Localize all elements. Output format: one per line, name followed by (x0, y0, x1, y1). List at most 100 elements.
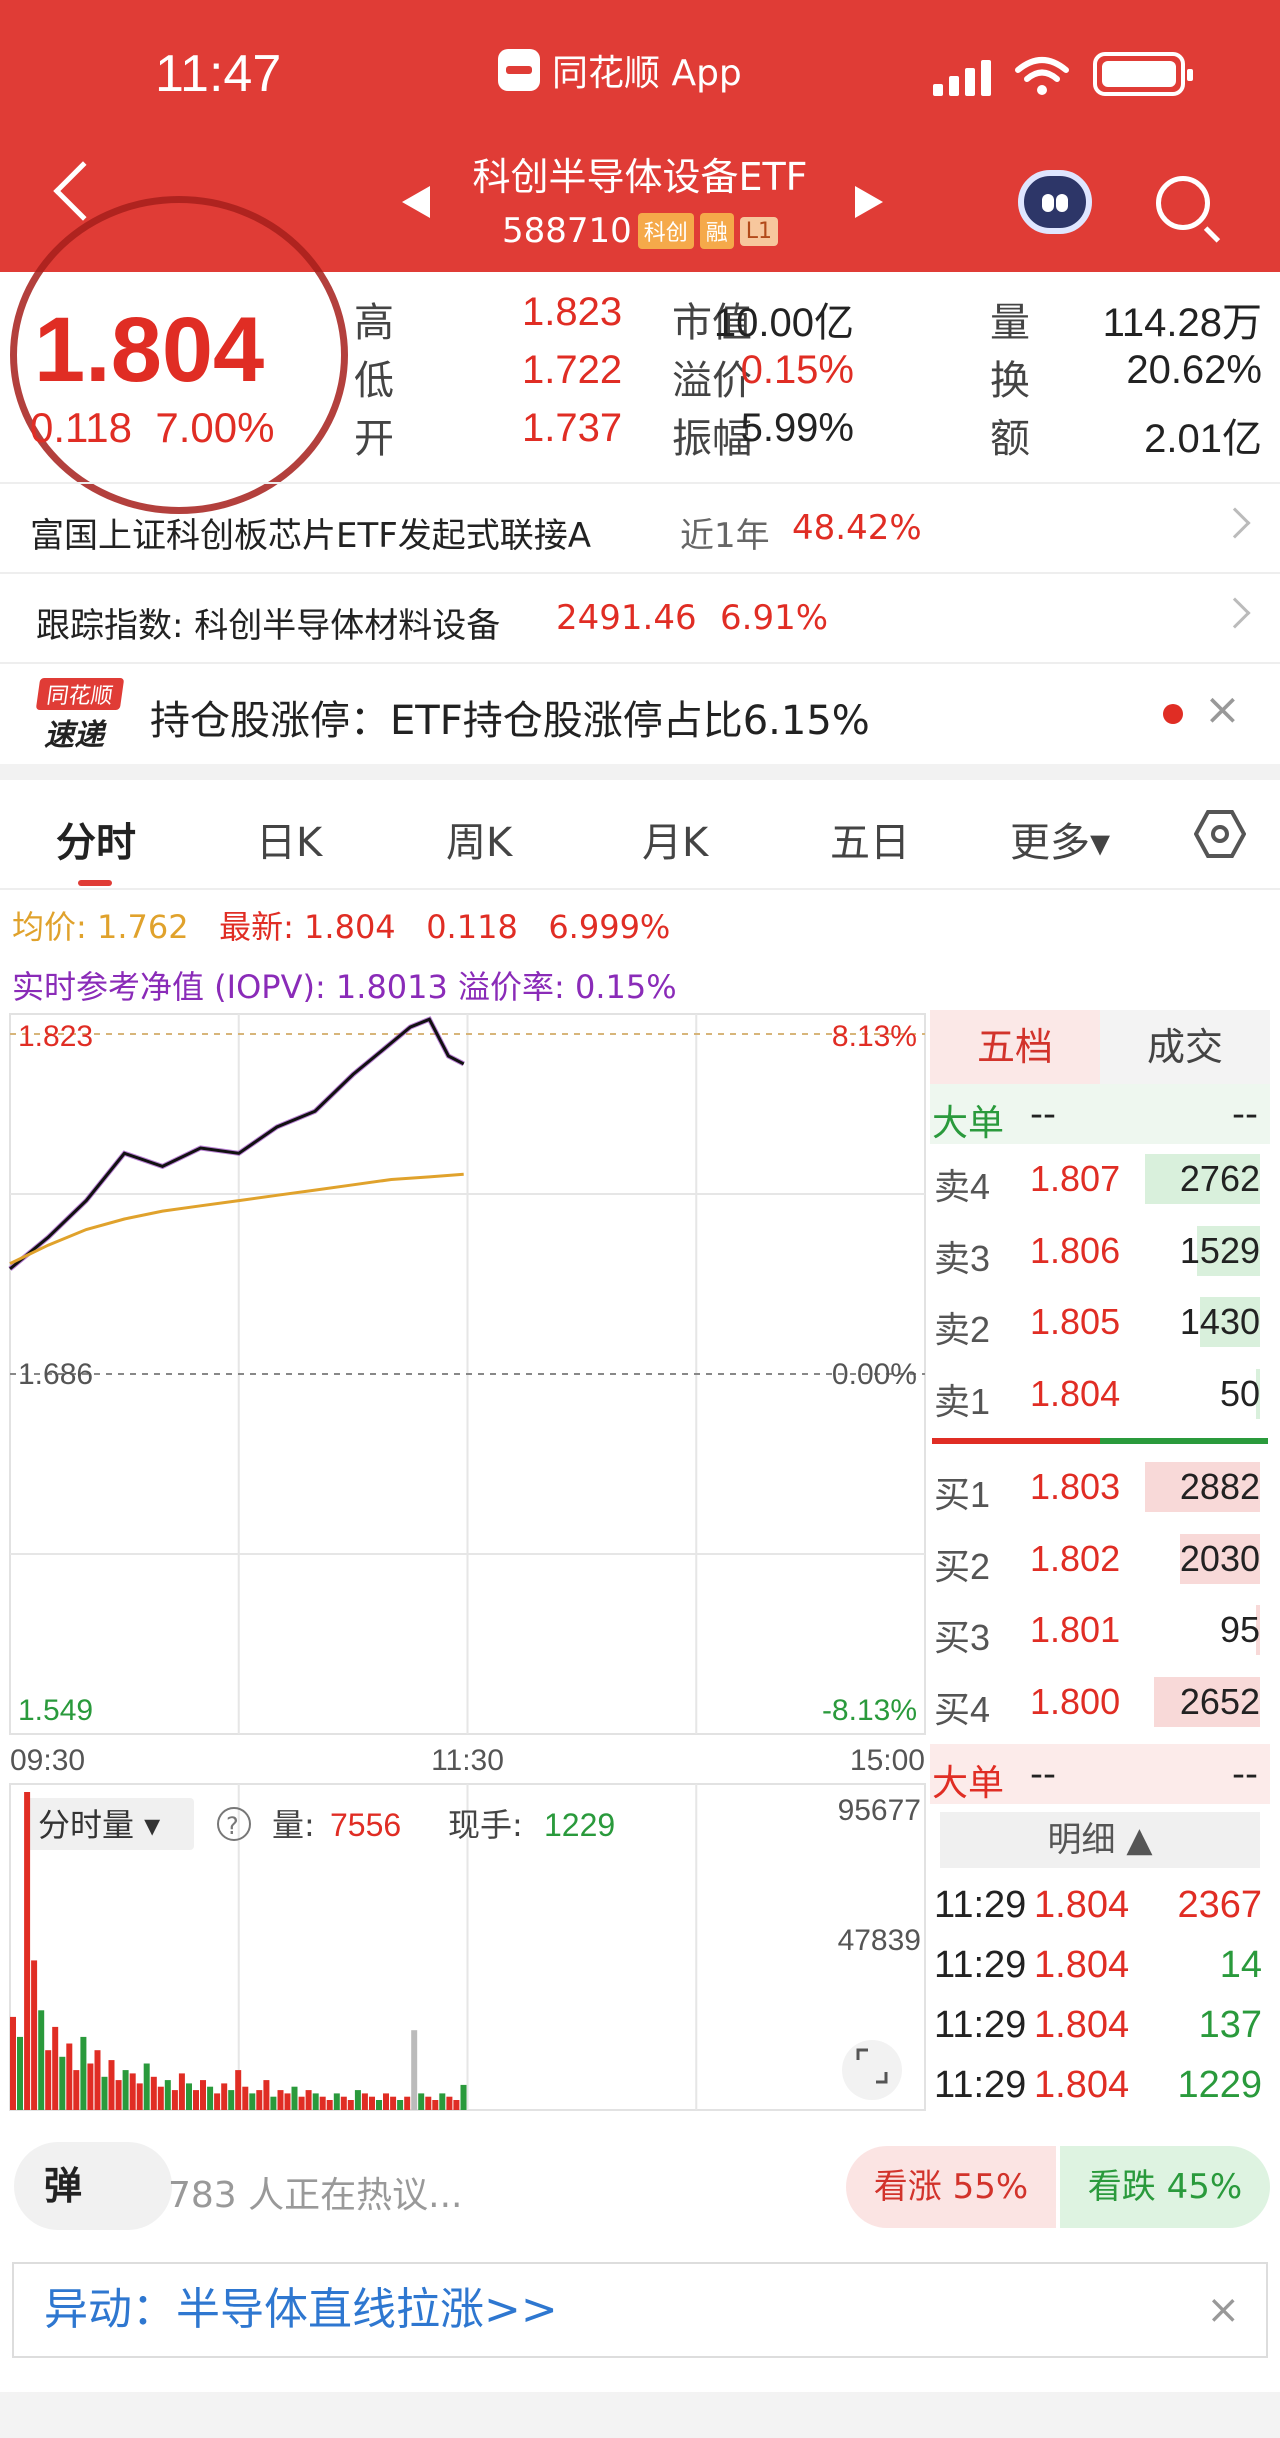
chart-settings-icon[interactable] (1194, 808, 1246, 860)
linked-fund-row[interactable]: 富国上证科创板芯片ETF发起式联接A 近1年 48.42% (0, 482, 1280, 570)
volume-bar (397, 2100, 404, 2110)
avg-price-line (9, 1172, 464, 1265)
order-book-tabs: 五档 成交 (930, 1010, 1270, 1084)
volume-bar (10, 2016, 16, 2110)
price-change-value: 0.118 (30, 404, 132, 451)
volume-bar (256, 2090, 263, 2110)
volume-bar (94, 2050, 101, 2110)
signal-icon (933, 60, 991, 96)
tracking-index-row[interactable]: 跟踪指数: 科创半导体材料设备 2491.46 6.91% (0, 572, 1280, 660)
big-order-label: 大单 (932, 1103, 1005, 1144)
chart-legend: 均价: 1.762 最新: 1.804 0.118 6.999% (12, 902, 670, 948)
alert-banner[interactable]: 异动：半导体直线拉涨>> × (12, 2262, 1268, 2358)
level-volume: 2882 (1179, 1466, 1260, 1507)
tab-monthly-k[interactable]: 月K (642, 820, 709, 866)
detail-toggle[interactable]: 明细 ▲ (940, 1812, 1260, 1868)
tab-active-underline (78, 880, 112, 886)
danmaku-button[interactable]: 弹 (14, 2142, 172, 2230)
tab-more[interactable]: 更多▾ (1010, 820, 1111, 866)
volume-bar (87, 2063, 94, 2110)
tab-weekly-k[interactable]: 周K (446, 820, 513, 866)
help-icon (217, 1807, 251, 1841)
quote-label: 溢价 (672, 359, 752, 403)
volume-bar (305, 2090, 312, 2110)
close-alert-icon[interactable]: × (1206, 2287, 1240, 2333)
level-price: 1.801 (1030, 1609, 1121, 1650)
chart-tabs: 分时 日K 周K 月K 五日 更多▾ (0, 778, 1280, 888)
big-order-value: -- (1030, 1094, 1056, 1135)
intraday-chart[interactable]: 1.823 1.686 1.549 8.13% 0.00% -8.13% 09:30 11:3… (0, 1004, 930, 2124)
volume-bar (171, 2090, 178, 2110)
trade-row: 11:29 1.804 1229 (930, 2056, 1270, 2116)
trade-time: 11:29 (934, 1944, 1027, 1986)
highlight-circle-annotation (10, 196, 348, 514)
wifi-icon (1015, 57, 1069, 95)
volume-bar (291, 2086, 298, 2110)
quote-value: 0.15% (740, 348, 854, 392)
discussion-count[interactable]: 783 人正在热议... (168, 2175, 463, 2216)
prev-stock-arrow-icon[interactable] (402, 186, 430, 218)
volume-value: 7556 (330, 1807, 401, 1843)
quote-value: 20.62% (1126, 348, 1262, 392)
close-news-icon[interactable]: × (1204, 684, 1241, 735)
ask-levels: 卖4 1.807 2762 卖3 1.806 1529 卖2 1.805 1430 卖1 1.804… (930, 1144, 1270, 1430)
hand-value: 1229 (544, 1807, 615, 1843)
tab-daily-k[interactable]: 日K (256, 820, 323, 866)
logo-top-text: 同花顺 (35, 678, 125, 710)
volume-bar (136, 2083, 143, 2110)
help-icon-glyph: ? (226, 1812, 239, 1840)
tab-five-levels[interactable]: 五档 (930, 1010, 1100, 1084)
next-stock-arrow-icon[interactable] (855, 186, 883, 218)
tag-l1: L1 (739, 216, 779, 246)
volume-bar (66, 2043, 73, 2110)
quote-row: 高 1.823 市值 10.00亿 量 114.28万 (354, 290, 1264, 348)
vote-down-button[interactable]: 看跌 45% (1060, 2146, 1270, 2228)
tabs-divider (0, 888, 1280, 890)
tab-trades[interactable]: 成交 (1100, 1010, 1270, 1084)
level-label: 买3 (934, 1617, 991, 1658)
trade-price: 1.804 (1034, 2004, 1130, 2046)
volume-bar (390, 2096, 397, 2110)
level-label: 买2 (934, 1545, 991, 1587)
bottom-action-bar: 弹 783 人正在热议... 看涨 55% 看跌 45% (0, 2124, 1280, 2244)
stock-code-line: 588710 科创 融 L1 (400, 211, 880, 251)
big-order-row: 大单 -- -- (930, 1744, 1270, 1804)
trade-time: 11:29 (934, 1884, 1027, 1926)
volume-bar (411, 2030, 418, 2110)
trade-volume: 137 (1198, 2004, 1262, 2046)
volume-bar (270, 2096, 277, 2110)
legend-latest-pct: 6.999% (548, 908, 671, 946)
volume-bar (333, 2093, 340, 2110)
status-icons (933, 52, 1193, 96)
level-price: 1.802 (1030, 1537, 1121, 1579)
volume-bar (1145, 1462, 1260, 1512)
status-app[interactable]: 同花顺 App (498, 44, 742, 96)
bid-level-row: 买3 1.801 95 (930, 1595, 1270, 1667)
status-app-name: 同花顺 App (552, 53, 742, 94)
news-text: 持仓股涨停：ETF持仓股涨停占比6.15% (150, 698, 870, 744)
bid-levels: 买1 1.803 2882 买2 1.802 2030 买3 1.801 95 买4 1.800 26… (930, 1452, 1270, 1738)
volume-bar (404, 2096, 411, 2110)
trade-list: 11:29 1.804 2367 11:29 1.804 14 11:29 1.804 137 1… (930, 1876, 1270, 2116)
search-icon[interactable] (1156, 176, 1210, 230)
quote-label: 振幅 (672, 417, 752, 461)
order-book: 五档 成交 大单 -- -- 卖4 1.807 2762 卖3 1.806 1529 卖2 1… (930, 1010, 1270, 2116)
vote-up-button[interactable]: 看涨 55% (846, 2146, 1056, 2228)
big-order-value: -- (1030, 1754, 1056, 1795)
tab-intraday[interactable]: 分时 (56, 820, 136, 866)
battery-icon (1093, 52, 1193, 96)
tab-five-day[interactable]: 五日 (830, 820, 910, 866)
quote-grid: 高 1.823 市值 10.00亿 量 114.28万 低 1.722 溢价 0… (354, 290, 1264, 464)
quote-value: 1.722 (522, 348, 623, 392)
news-row[interactable]: 同花顺 速递 持仓股涨停：ETF持仓股涨停占比6.15% × (0, 662, 1280, 762)
tag-margin: 融 (699, 213, 734, 249)
legend-avg: 均价: 1.762 (12, 908, 189, 946)
logo-bottom-text: 速递 (44, 718, 104, 753)
quote-label: 额 (990, 417, 1030, 461)
level-price: 1.804 (1030, 1372, 1121, 1414)
level-price: 1.800 (1030, 1680, 1121, 1722)
robot-assistant-icon[interactable] (1018, 170, 1092, 234)
big-order-value: -- (1232, 1754, 1258, 1795)
trade-price: 1.804 (1034, 1884, 1130, 1926)
volume-label: 量: (272, 1806, 315, 1844)
